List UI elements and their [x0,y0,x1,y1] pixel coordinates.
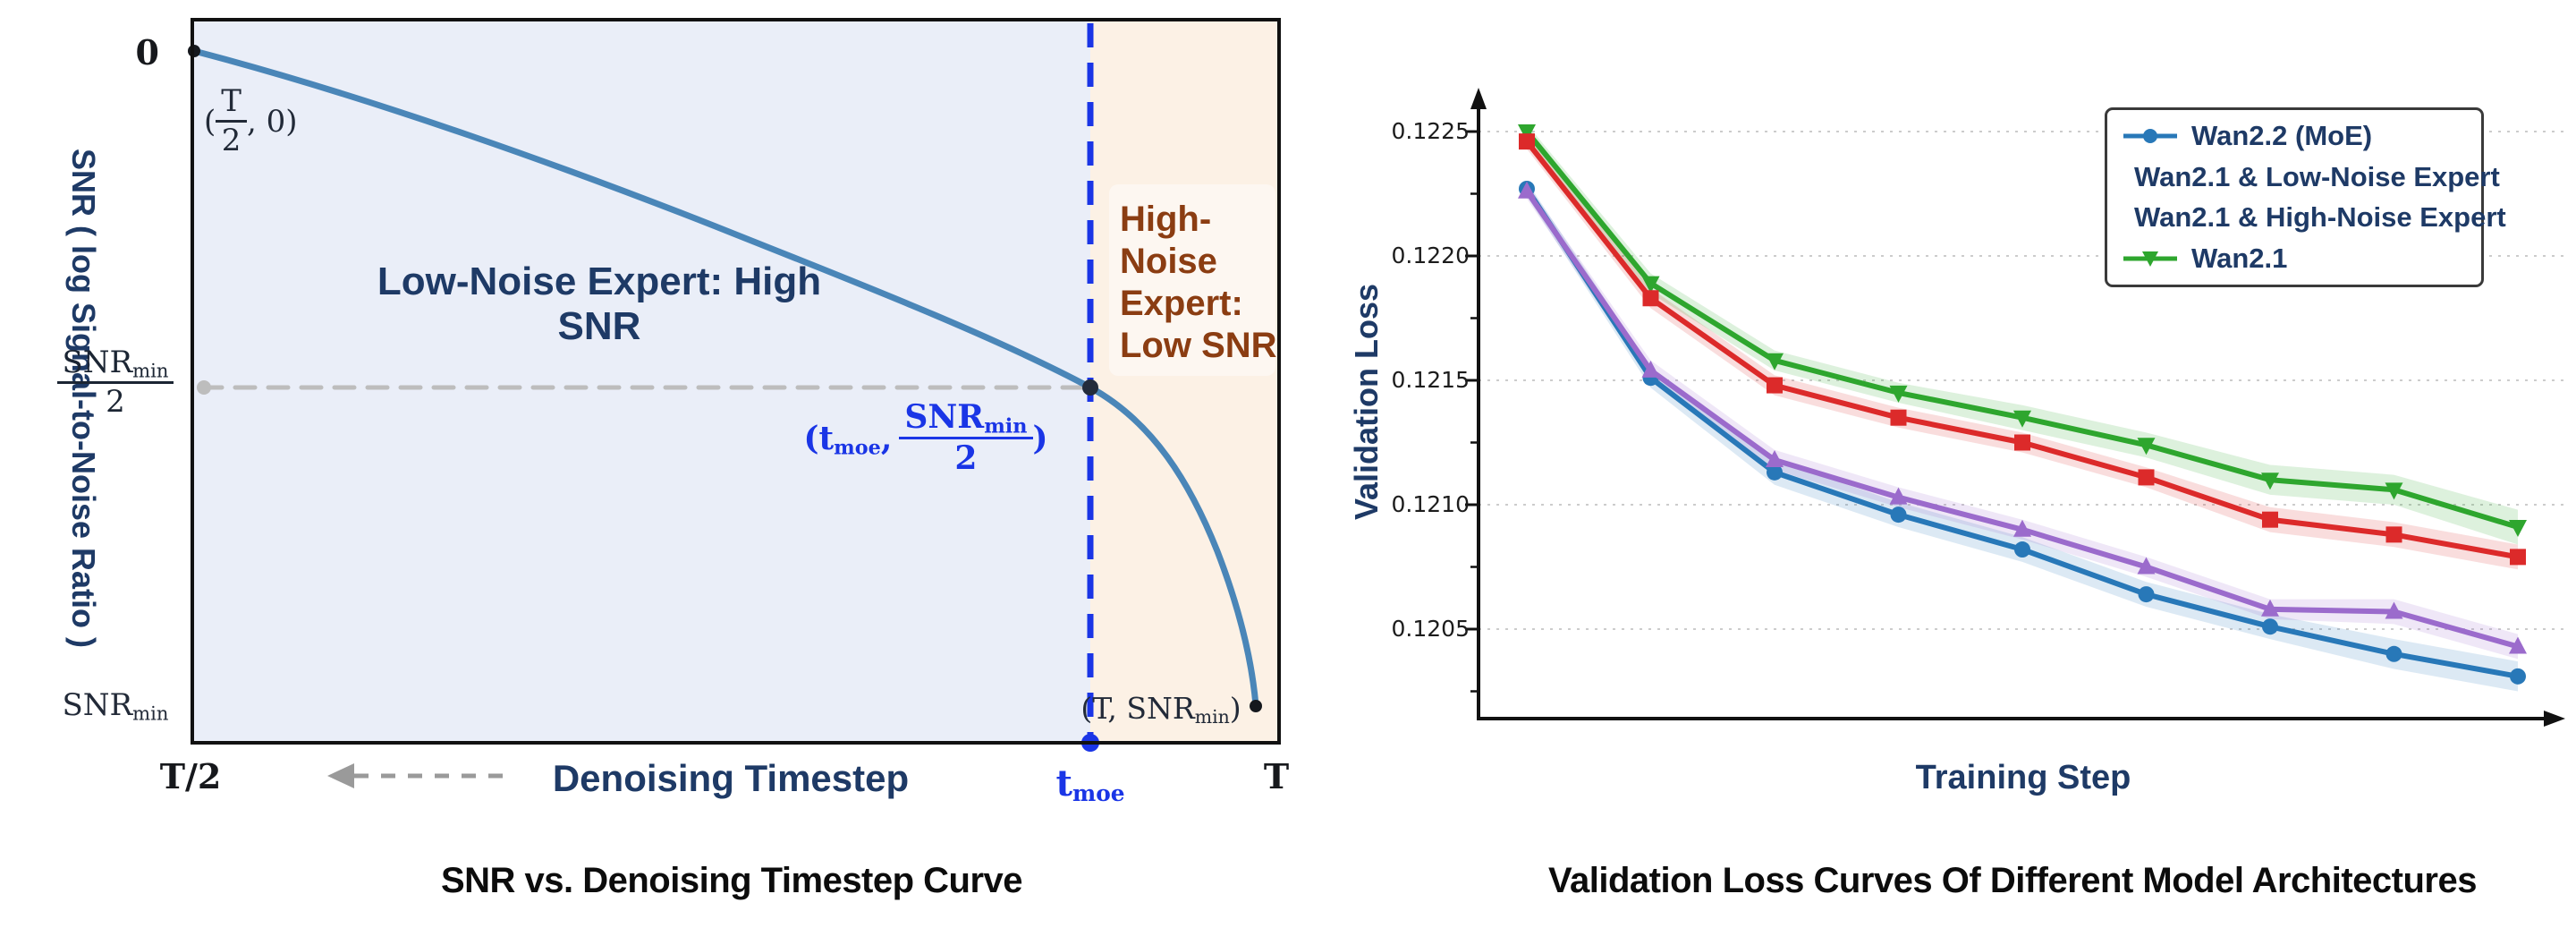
t-moe-axis-dot [1081,734,1099,752]
x-tick-t-moe: tmoe [1055,762,1125,807]
legend-item-2: Wan2.1 & High-Noise Expert [2107,201,2506,234]
half-snr-num: SNRmin [56,346,174,384]
marker-1-5 [2137,557,2156,575]
left-x-axis-label: Denoising Timestep [552,757,910,799]
high-noise-region-label: High- Noise Expert: Low SNR [1120,199,1277,367]
low-noise-region-bg [192,20,1090,743]
marker-2-2 [1767,377,1783,394]
x-tick-t-half: T/2 [159,756,222,796]
start-point-dot [188,45,200,57]
half-snr-den: 2 [106,383,125,420]
half-snr-min-tick: SNRmin 2 [45,346,186,420]
legend-item-0: Wan2.2 (MoE) [2107,120,2481,152]
moe-point-annotation: (tmoe, SNRmin 2 ) [796,400,1055,476]
start-open: ( [204,103,216,140]
legend-marker-3 [2142,251,2158,267]
high-noise-line-2: Noise [1120,242,1217,281]
snr-min-tick: SNRmin [62,687,169,725]
start-frac-den: 2 [221,122,242,158]
moe-intersection-dot [1082,379,1098,396]
marker-0-8 [2510,668,2526,685]
y-tick-label-0.1215: 0.1215 [1391,367,1470,393]
marker-1-2 [1766,449,1784,467]
marker-1-6 [2261,599,2279,617]
legend: Wan2.2 (MoE) Wan2.1 & Low-Noise Expert Wan… [2105,107,2506,287]
marker-0-7 [2385,645,2402,662]
marker-0-4 [2014,541,2030,558]
marker-3-5 [2137,438,2156,455]
marker-0-0 [1519,180,1535,197]
marker-3-7 [2385,482,2403,500]
y-tick-label-0.1205: 0.1205 [1391,616,1470,642]
high-noise-region-bg [1090,20,1279,743]
marker-2-4 [2014,434,2030,451]
start-fraction: T 2 [216,85,247,158]
moe-open: (tmoe, [803,419,893,460]
x-axis-arrow-head [2544,711,2565,727]
marker-1-8 [2509,636,2527,654]
legend-item-3: Wan2.1 [2107,243,2481,275]
marker-1-7 [2385,601,2403,619]
marker-2-8 [2510,549,2526,566]
start-point-annotation: ( T 2 , 0) [204,85,298,158]
y-tick-label-0.1210: 0.1210 [1391,491,1470,517]
marker-2-5 [2138,469,2155,486]
left-chart-title: SNR vs. Denoising Timestep Curve [440,861,1023,900]
x-tick-t: T [1263,756,1290,796]
marker-0-5 [2138,586,2155,603]
legend-label-3: Wan2.1 [2191,242,2288,274]
moe-close: ) [1032,419,1048,457]
marker-2-1 [1642,290,1659,307]
right-chart-title: Validation Loss Curves Of Different Mode… [1548,861,2477,900]
marker-1-1 [1641,360,1660,378]
threshold-axis-dot [197,380,211,395]
legend-label-2: Wan2.1 & High-Noise Expert [2134,201,2506,234]
marker-3-3 [1889,385,1908,403]
start-frac-num: T [216,85,247,123]
marker-3-2 [1766,353,1784,370]
marker-1-4 [2013,519,2031,537]
timestep-direction-arrow-head [327,763,354,788]
marker-1-0 [1518,181,1536,199]
marker-1-3 [1889,487,1908,505]
marker-0-1 [1642,370,1659,387]
moe-fraction: SNRmin 2 [899,400,1033,476]
high-noise-line-1: High- [1120,200,1212,239]
legend-marker-0 [2143,129,2157,144]
y-tick-label-0.1220: 0.1220 [1391,243,1470,268]
marker-0-3 [1890,507,1907,524]
marker-2-7 [2385,526,2402,543]
marker-2-3 [1890,409,1907,426]
marker-2-6 [2262,511,2278,528]
marker-2-0 [1519,133,1535,150]
marker-0-2 [1767,464,1783,481]
marker-3-8 [2509,520,2527,538]
end-point-annotation: (T, SNRmin) [1080,691,1241,728]
legend-item-1: Wan2.1 & Low-Noise Expert [2107,161,2500,193]
marker-3-0 [1518,124,1536,141]
y-tick-label-0.1225: 0.1225 [1391,118,1470,144]
right-x-axis-label: Training Step [1915,759,2131,796]
marker-0-6 [2262,618,2278,635]
y-axis-arrow-head [1470,88,1487,109]
low-noise-region-label: Low-Noise Expert: High SNR [377,260,822,348]
origin-tick-label: 0 [135,32,159,72]
high-noise-line-4: Low SNR [1120,326,1277,365]
marker-3-6 [2261,473,2279,490]
plot-border [191,18,1281,745]
start-close: , 0) [246,103,298,140]
legend-label-0: Wan2.2 (MoE) [2191,120,2373,152]
marker-3-4 [2013,410,2031,428]
marker-3-1 [1641,276,1660,294]
high-noise-line-3: Expert: [1120,284,1243,323]
snr-curve [191,47,1259,709]
legend-marker-icon [2123,251,2177,267]
legend-label-1: Wan2.1 & Low-Noise Expert [2134,160,2500,192]
legend-marker-icon [2123,129,2177,144]
